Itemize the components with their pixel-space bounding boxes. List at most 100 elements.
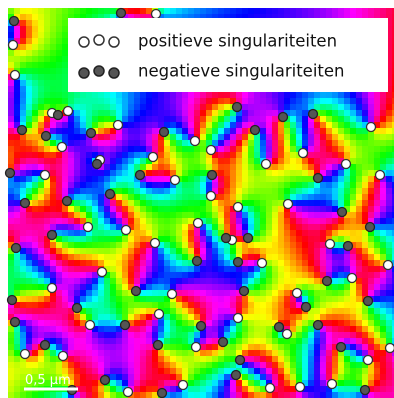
phase-cell <box>200 386 207 393</box>
phase-cell <box>350 362 357 369</box>
phase-cell <box>248 368 255 375</box>
phase-cell <box>368 272 375 279</box>
phase-cell <box>284 248 291 255</box>
phase-cell <box>266 290 273 297</box>
phase-cell <box>32 80 39 87</box>
phase-cell <box>26 284 33 291</box>
phase-cell <box>170 110 177 117</box>
phase-cell <box>50 164 57 171</box>
phase-cell <box>146 374 153 381</box>
phase-cell <box>236 122 243 129</box>
phase-cell <box>332 350 339 357</box>
negative-singularity <box>48 231 57 240</box>
phase-cell <box>386 158 393 165</box>
phase-cell <box>284 344 291 351</box>
phase-cell <box>302 236 309 243</box>
phase-cell <box>20 236 27 243</box>
phase-cell <box>386 116 393 123</box>
phase-cell <box>26 266 33 273</box>
phase-cell <box>182 362 189 369</box>
phase-cell <box>50 308 57 315</box>
phase-cell <box>320 164 327 171</box>
phase-cell <box>104 152 111 159</box>
phase-cell <box>20 62 27 69</box>
phase-cell <box>200 380 207 387</box>
phase-cell <box>158 380 165 387</box>
phase-cell <box>170 242 177 249</box>
phase-cell <box>350 206 357 213</box>
phase-cell <box>176 218 183 225</box>
phase-cell <box>254 116 261 123</box>
phase-cell <box>326 314 333 321</box>
phase-cell <box>296 170 303 177</box>
phase-cell <box>224 326 231 333</box>
phase-cell <box>368 200 375 207</box>
phase-cell <box>122 314 129 321</box>
phase-cell <box>272 8 279 15</box>
phase-cell <box>284 218 291 225</box>
phase-cell <box>284 230 291 237</box>
phase-cell <box>302 296 309 303</box>
phase-cell <box>188 332 195 339</box>
phase-cell <box>128 128 135 135</box>
phase-cell <box>236 92 243 99</box>
phase-cell <box>350 236 357 243</box>
phase-cell <box>230 248 237 255</box>
phase-cell <box>230 284 237 291</box>
phase-cell <box>26 260 33 267</box>
negative-singularity <box>54 111 63 120</box>
phase-cell <box>74 368 81 375</box>
phase-cell <box>80 128 87 135</box>
phase-cell <box>98 98 105 105</box>
phase-cell <box>146 116 153 123</box>
phase-cell <box>296 206 303 213</box>
phase-cell <box>308 146 315 153</box>
phase-cell <box>110 92 117 99</box>
phase-cell <box>362 110 369 117</box>
phase-cell <box>110 242 117 249</box>
phase-cell <box>362 212 369 219</box>
phase-cell <box>14 104 21 111</box>
phase-cell <box>20 110 27 117</box>
phase-cell <box>218 314 225 321</box>
phase-cell <box>14 62 21 69</box>
phase-cell <box>356 104 363 111</box>
phase-cell <box>194 362 201 369</box>
phase-cell <box>104 278 111 285</box>
phase-cell <box>224 98 231 105</box>
phase-cell <box>326 152 333 159</box>
phase-cell <box>14 188 21 195</box>
phase-cell <box>332 152 339 159</box>
phase-cell <box>386 218 393 225</box>
phase-cell <box>164 218 171 225</box>
phase-cell <box>272 170 279 177</box>
phase-cell <box>146 302 153 309</box>
phase-cell <box>272 356 279 363</box>
phase-cell <box>116 104 123 111</box>
phase-cell <box>248 296 255 303</box>
phase-cell <box>350 194 357 201</box>
phase-cell <box>374 302 381 309</box>
phase-cell <box>20 14 27 21</box>
phase-cell <box>98 128 105 135</box>
phase-cell <box>272 374 279 381</box>
phase-cell <box>26 68 33 75</box>
phase-cell <box>56 134 63 141</box>
phase-cell <box>266 356 273 363</box>
phase-cell <box>74 374 81 381</box>
phase-cell <box>62 320 69 327</box>
phase-cell <box>302 248 309 255</box>
phase-cell <box>236 224 243 231</box>
phase-cell <box>92 314 99 321</box>
phase-cell <box>326 350 333 357</box>
phase-cell <box>98 314 105 321</box>
phase-cell <box>314 344 321 351</box>
phase-cell <box>200 170 207 177</box>
phase-cell <box>116 338 123 345</box>
phase-cell <box>8 32 15 39</box>
phase-cell <box>44 92 51 99</box>
phase-cell <box>356 332 363 339</box>
phase-cell <box>170 212 177 219</box>
phase-cell <box>326 392 333 398</box>
phase-cell <box>200 122 207 129</box>
